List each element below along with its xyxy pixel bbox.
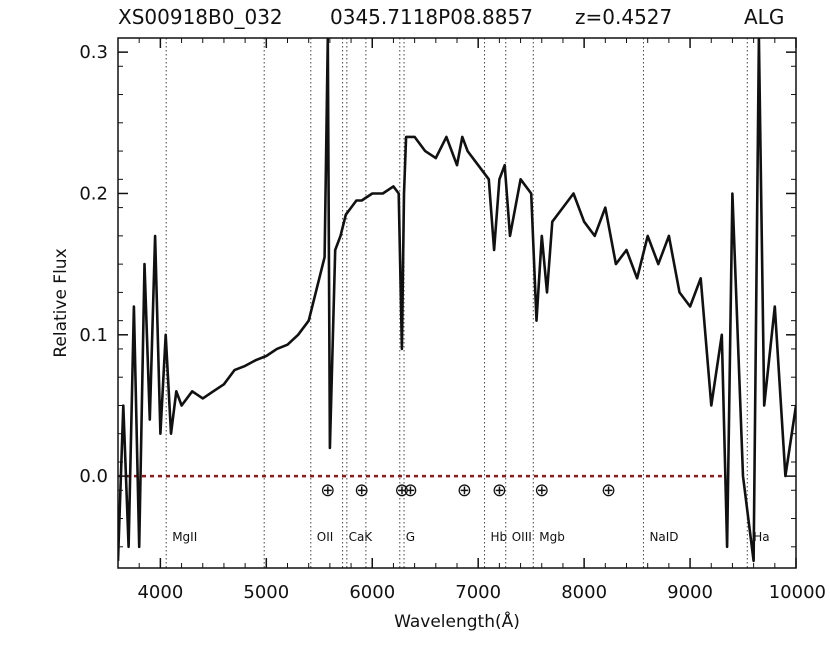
chart-title-object-id: XS00918B0_032 [118,5,283,29]
telluric-marker: ⊕ [354,480,369,501]
chart-title-coordinates: 0345.7118P08.8857 [330,5,533,29]
spectral-line-label: MgII [172,530,197,544]
telluric-marker: ⊕ [394,480,409,501]
telluric-marker: ⊕ [403,480,418,501]
x-axis-title: Wavelength(Å) [394,610,520,632]
spectral-line-label: NaID [649,530,678,544]
x-tick-label: 7000 [455,582,501,603]
telluric-marker: ⊕ [457,480,472,501]
y-axis-title: Relative Flux [51,248,71,357]
spectrum-line [118,38,796,563]
spectral-line-label: Hb [491,530,508,544]
telluric-marker: ⊕ [534,480,549,501]
x-tick-label: 4000 [137,582,183,603]
y-tick-label: 0.3 [79,42,108,63]
x-tick-label: 6000 [349,582,395,603]
spectral-line-label: CaK [349,530,374,544]
x-tick-label: 8000 [561,582,607,603]
spectral-line-label: OIII [512,530,532,544]
spectral-line-label: Mgb [539,530,565,544]
spectral-line-label: OII [317,530,334,544]
x-tick-label: 10000 [769,582,826,603]
plot-area: MgII OII CaK G Hb OIII Mgb NaID Ha⊕ ⊕ ⊕⊕ ⊕ ⊕ ⊕ ⊕4000 50… [79,37,826,603]
chart-title-redshift: z=0.4527 [575,5,672,29]
y-tick-label: 0.1 [79,325,108,346]
spectral-line-label: Ha [753,530,769,544]
x-tick-label: 5000 [243,582,289,603]
telluric-marker: ⊕ [320,480,335,501]
spectral-line-label: G [406,530,415,544]
telluric-marker: ⊕ [601,480,616,501]
x-tick-label: 9000 [667,582,713,603]
y-tick-label: 0.2 [79,183,108,204]
chart-title-class: ALG [744,5,784,29]
y-tick-label: 0.0 [79,466,108,487]
telluric-marker: ⊕ [492,480,507,501]
